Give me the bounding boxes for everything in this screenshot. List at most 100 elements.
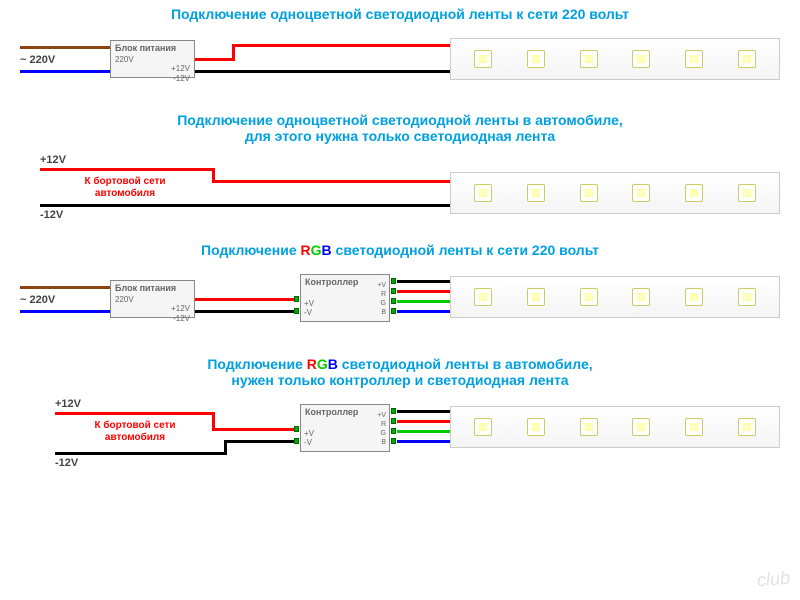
title-2-line2: для этого нужна только светодиодная лент… [245,128,555,144]
led-strip-4 [450,406,780,448]
rgb-g-4: G [317,356,328,372]
wire-car-minus-4 [55,452,227,455]
ctrl-out-v-4: +V [377,411,386,420]
car-label-4: К бортовой сети автомобиля [70,420,200,444]
psu-title: Блок питания [115,43,190,53]
wire-psu-ctrl-plus [195,298,295,301]
led [527,50,545,68]
title-3-pre: Подключение [201,242,300,258]
diagram-2: +12V К бортовой сети автомобиля -12V [0,154,800,226]
title-1: Подключение одноцветной светодиодной лен… [0,0,800,28]
wire-plus12-h2 [232,44,452,47]
rgb-b-4: B [328,356,338,372]
led-strip-3 [450,276,780,318]
ctrl-out-b: B [377,308,386,317]
ctrl-term-o2 [391,288,396,294]
ctrl-term-o1-4 [391,408,396,414]
title-4: Подключение RGB светодиодной ленты в авт… [0,350,800,394]
led [527,418,545,436]
diagram-1: ~ 220V Блок питания 220V +12V -12V [0,32,800,96]
wire-car-plus-h1-4 [55,412,215,415]
diagram-3: ~ 220V Блок питания 220V +12V -12V Контр… [0,268,800,340]
psu-box-3: Блок питания 220V +12V -12V [110,280,195,318]
controller-box-4: Контроллер +V -V +V R G B [300,404,390,452]
diagram-4: +12V К бортовой сети автомобиля -12V Кон… [0,398,800,478]
title-3-post: светодиодной ленты к сети 220 вольт [332,242,599,258]
led [738,50,756,68]
psu-out-minus-3: -12V [115,314,190,324]
title-2-line1: Подключение одноцветной светодиодной лен… [177,112,623,128]
wire-plus12-h1 [195,58,235,61]
mains-label-3: ~ 220V [20,294,55,306]
wire-car-plus-h2-4 [212,428,295,431]
wire-rgb-r-4 [397,420,452,423]
rgb-r-4: R [307,356,317,372]
led [474,50,492,68]
led [738,184,756,202]
led [474,184,492,202]
plus12-label-4: +12V [55,398,81,410]
wire-rgb-b [397,310,452,313]
led [632,418,650,436]
title-4-line2: нужен только контроллер и светодиодная л… [231,372,568,388]
psu-title-3: Блок питания [115,283,190,293]
led [580,288,598,306]
wire-car-minus [40,204,452,207]
ctrl-out-v: +V [377,281,386,290]
led [580,184,598,202]
ctrl-out-b-4: B [377,438,386,447]
led [474,418,492,436]
title-3: Подключение RGB светодиодной ленты к сет… [0,236,800,264]
mains-label: ~ 220V [20,54,55,66]
ctrl-term-in2-4 [294,438,299,444]
wire-rgb-g [397,300,452,303]
led [474,288,492,306]
led [632,50,650,68]
led [685,288,703,306]
ctrl-out-r: R [377,290,386,299]
ctrl-term-in2 [294,308,299,314]
title-2: Подключение одноцветной светодиодной лен… [0,106,800,150]
ctrl-term-o1 [391,278,396,284]
ctrl-term-o3-4 [391,428,396,434]
ctrl-out-g-4: G [377,429,386,438]
led [685,50,703,68]
watermark: club [756,568,791,592]
wire-rgb-r [397,290,452,293]
ctrl-term-o4-4 [391,438,396,444]
minus12-label: -12V [40,209,63,221]
wire-rgb-g-4 [397,430,452,433]
led [738,418,756,436]
plus12-label: +12V [40,154,66,166]
wire-car-minus-h2-4 [224,440,295,443]
ctrl-in-minus-4: -V [304,439,314,448]
wire-minus12 [195,70,452,73]
ctrl-term-o3 [391,298,396,304]
led [632,288,650,306]
ctrl-term-o2-4 [391,418,396,424]
title-4-pre: Подключение [207,356,306,372]
psu-in-3: 220V [115,295,190,304]
ctrl-title: Контроллер [305,277,385,287]
wire-car-plus-h2 [212,180,452,183]
wire-mains-brown [20,46,112,49]
ctrl-title-4: Контроллер [305,407,385,417]
wire-car-plus-h1 [40,168,215,171]
wire-mains-brown-3 [20,286,112,289]
car-label-text: К бортовой сети автомобиля [84,176,165,199]
psu-out-plus: +12V [115,64,190,74]
psu-out-minus: -12V [115,74,190,84]
led [632,184,650,202]
led [527,184,545,202]
led [738,288,756,306]
rgb-r: R [301,242,311,258]
wire-rgb-v [397,280,452,283]
led [685,418,703,436]
led [685,184,703,202]
wire-psu-ctrl-minus [195,310,295,313]
ctrl-out-g: G [377,299,386,308]
psu-input-label: 220V [115,55,190,64]
wire-mains-blue [20,70,112,73]
ctrl-out-r-4: R [377,420,386,429]
led-strip-2 [450,172,780,214]
